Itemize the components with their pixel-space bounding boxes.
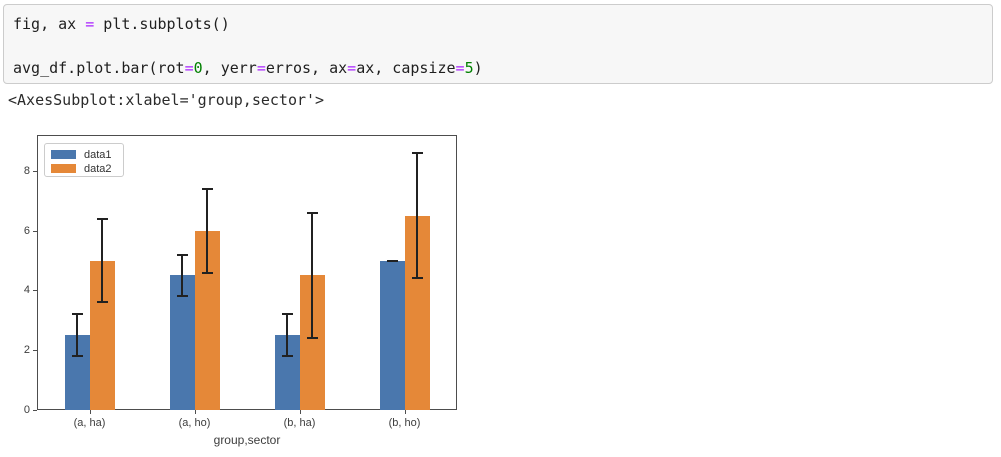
code-token-op: = <box>347 59 357 77</box>
error-bar-cap <box>96 217 108 220</box>
figure: data1 data2 group,sector 0 2 4 6 8 (a, ha) (a,… <box>0 118 480 457</box>
y-tick-mark <box>33 290 37 292</box>
code-cell[interactable]: fig, ax = plt.subplots() avg_df.plot.bar… <box>3 4 993 84</box>
error-bar <box>286 314 288 357</box>
legend-swatch-data2 <box>51 164 76 173</box>
execution-output: <AxesSubplot:xlabel='group,sector'> <box>8 91 325 109</box>
code-token-plain: avg_df.plot.bar(rot <box>13 59 185 77</box>
error-bar-cap <box>281 355 293 358</box>
bar-data1 <box>379 260 405 410</box>
error-bar-cap <box>176 253 188 256</box>
y-tick-mark <box>33 350 37 352</box>
error-bar-cap <box>96 301 108 304</box>
code-token-plain: , yerr <box>202 59 257 77</box>
legend-item-data2: data2 <box>51 162 117 175</box>
error-bar <box>311 212 313 339</box>
code-token-op: = <box>85 15 95 33</box>
legend-item-data1: data1 <box>51 148 117 161</box>
error-bar-cap <box>411 277 423 280</box>
code-token-num: 5 <box>464 59 474 77</box>
error-bar <box>181 254 183 297</box>
x-tick-mark <box>89 410 91 414</box>
y-tick-label: 0 <box>23 404 30 416</box>
y-tick-mark <box>33 410 37 411</box>
x-tick-label: (b, ha) <box>283 417 316 429</box>
error-bar-cap <box>281 313 293 316</box>
bar-data1 <box>169 275 195 410</box>
y-tick-label: 8 <box>23 164 30 177</box>
error-bar-cap <box>71 355 83 358</box>
code-line <box>13 35 983 57</box>
error-bar-cap <box>306 337 318 340</box>
error-bar <box>101 218 103 303</box>
legend-label-data2: data2 <box>84 162 112 175</box>
legend-label-data1: data1 <box>84 148 112 161</box>
code-line: avg_df.plot.bar(rot=0, yerr=erros, ax=ax… <box>13 57 983 79</box>
error-bar-cap <box>411 151 423 154</box>
x-tick-label: (a, ho) <box>178 417 211 429</box>
error-bar-cap <box>71 313 83 316</box>
code-line: fig, ax = plt.subplots() <box>13 13 983 35</box>
x-tick-mark <box>404 410 406 414</box>
code-token-plain: plt.subplots() <box>94 15 230 33</box>
code-token-op: = <box>455 59 465 77</box>
y-tick-label: 4 <box>23 284 30 297</box>
code-token-plain: fig, ax <box>13 15 86 33</box>
error-bar-cap <box>201 187 213 190</box>
code-token-op: = <box>184 59 194 77</box>
y-tick-label: 2 <box>23 344 30 357</box>
code-token-op: = <box>256 59 266 77</box>
code-token-plain: ) <box>473 59 483 77</box>
y-tick-mark <box>33 230 37 232</box>
x-tick-label: (b, ho) <box>388 417 421 429</box>
error-bar-cap <box>201 271 213 274</box>
code-token-plain: erros, ax <box>265 59 348 77</box>
legend-swatch-data1 <box>51 150 76 159</box>
error-bar-cap <box>306 211 318 214</box>
code-token-plain: ax, capsize <box>356 59 456 77</box>
error-bar <box>206 188 208 273</box>
y-tick-mark <box>33 170 37 172</box>
error-bar-cap <box>176 295 188 298</box>
code-token-num: 0 <box>193 59 203 77</box>
error-bar <box>416 152 418 279</box>
error-bar <box>76 314 78 357</box>
legend: data1 data2 <box>44 143 124 177</box>
x-tick-mark <box>299 410 301 414</box>
y-tick-label: 6 <box>23 224 30 237</box>
x-tick-label: (a, ha) <box>73 417 106 429</box>
x-axis-label: group,sector <box>213 433 281 447</box>
x-tick-mark <box>194 410 196 414</box>
error-bar-cap <box>386 259 398 262</box>
